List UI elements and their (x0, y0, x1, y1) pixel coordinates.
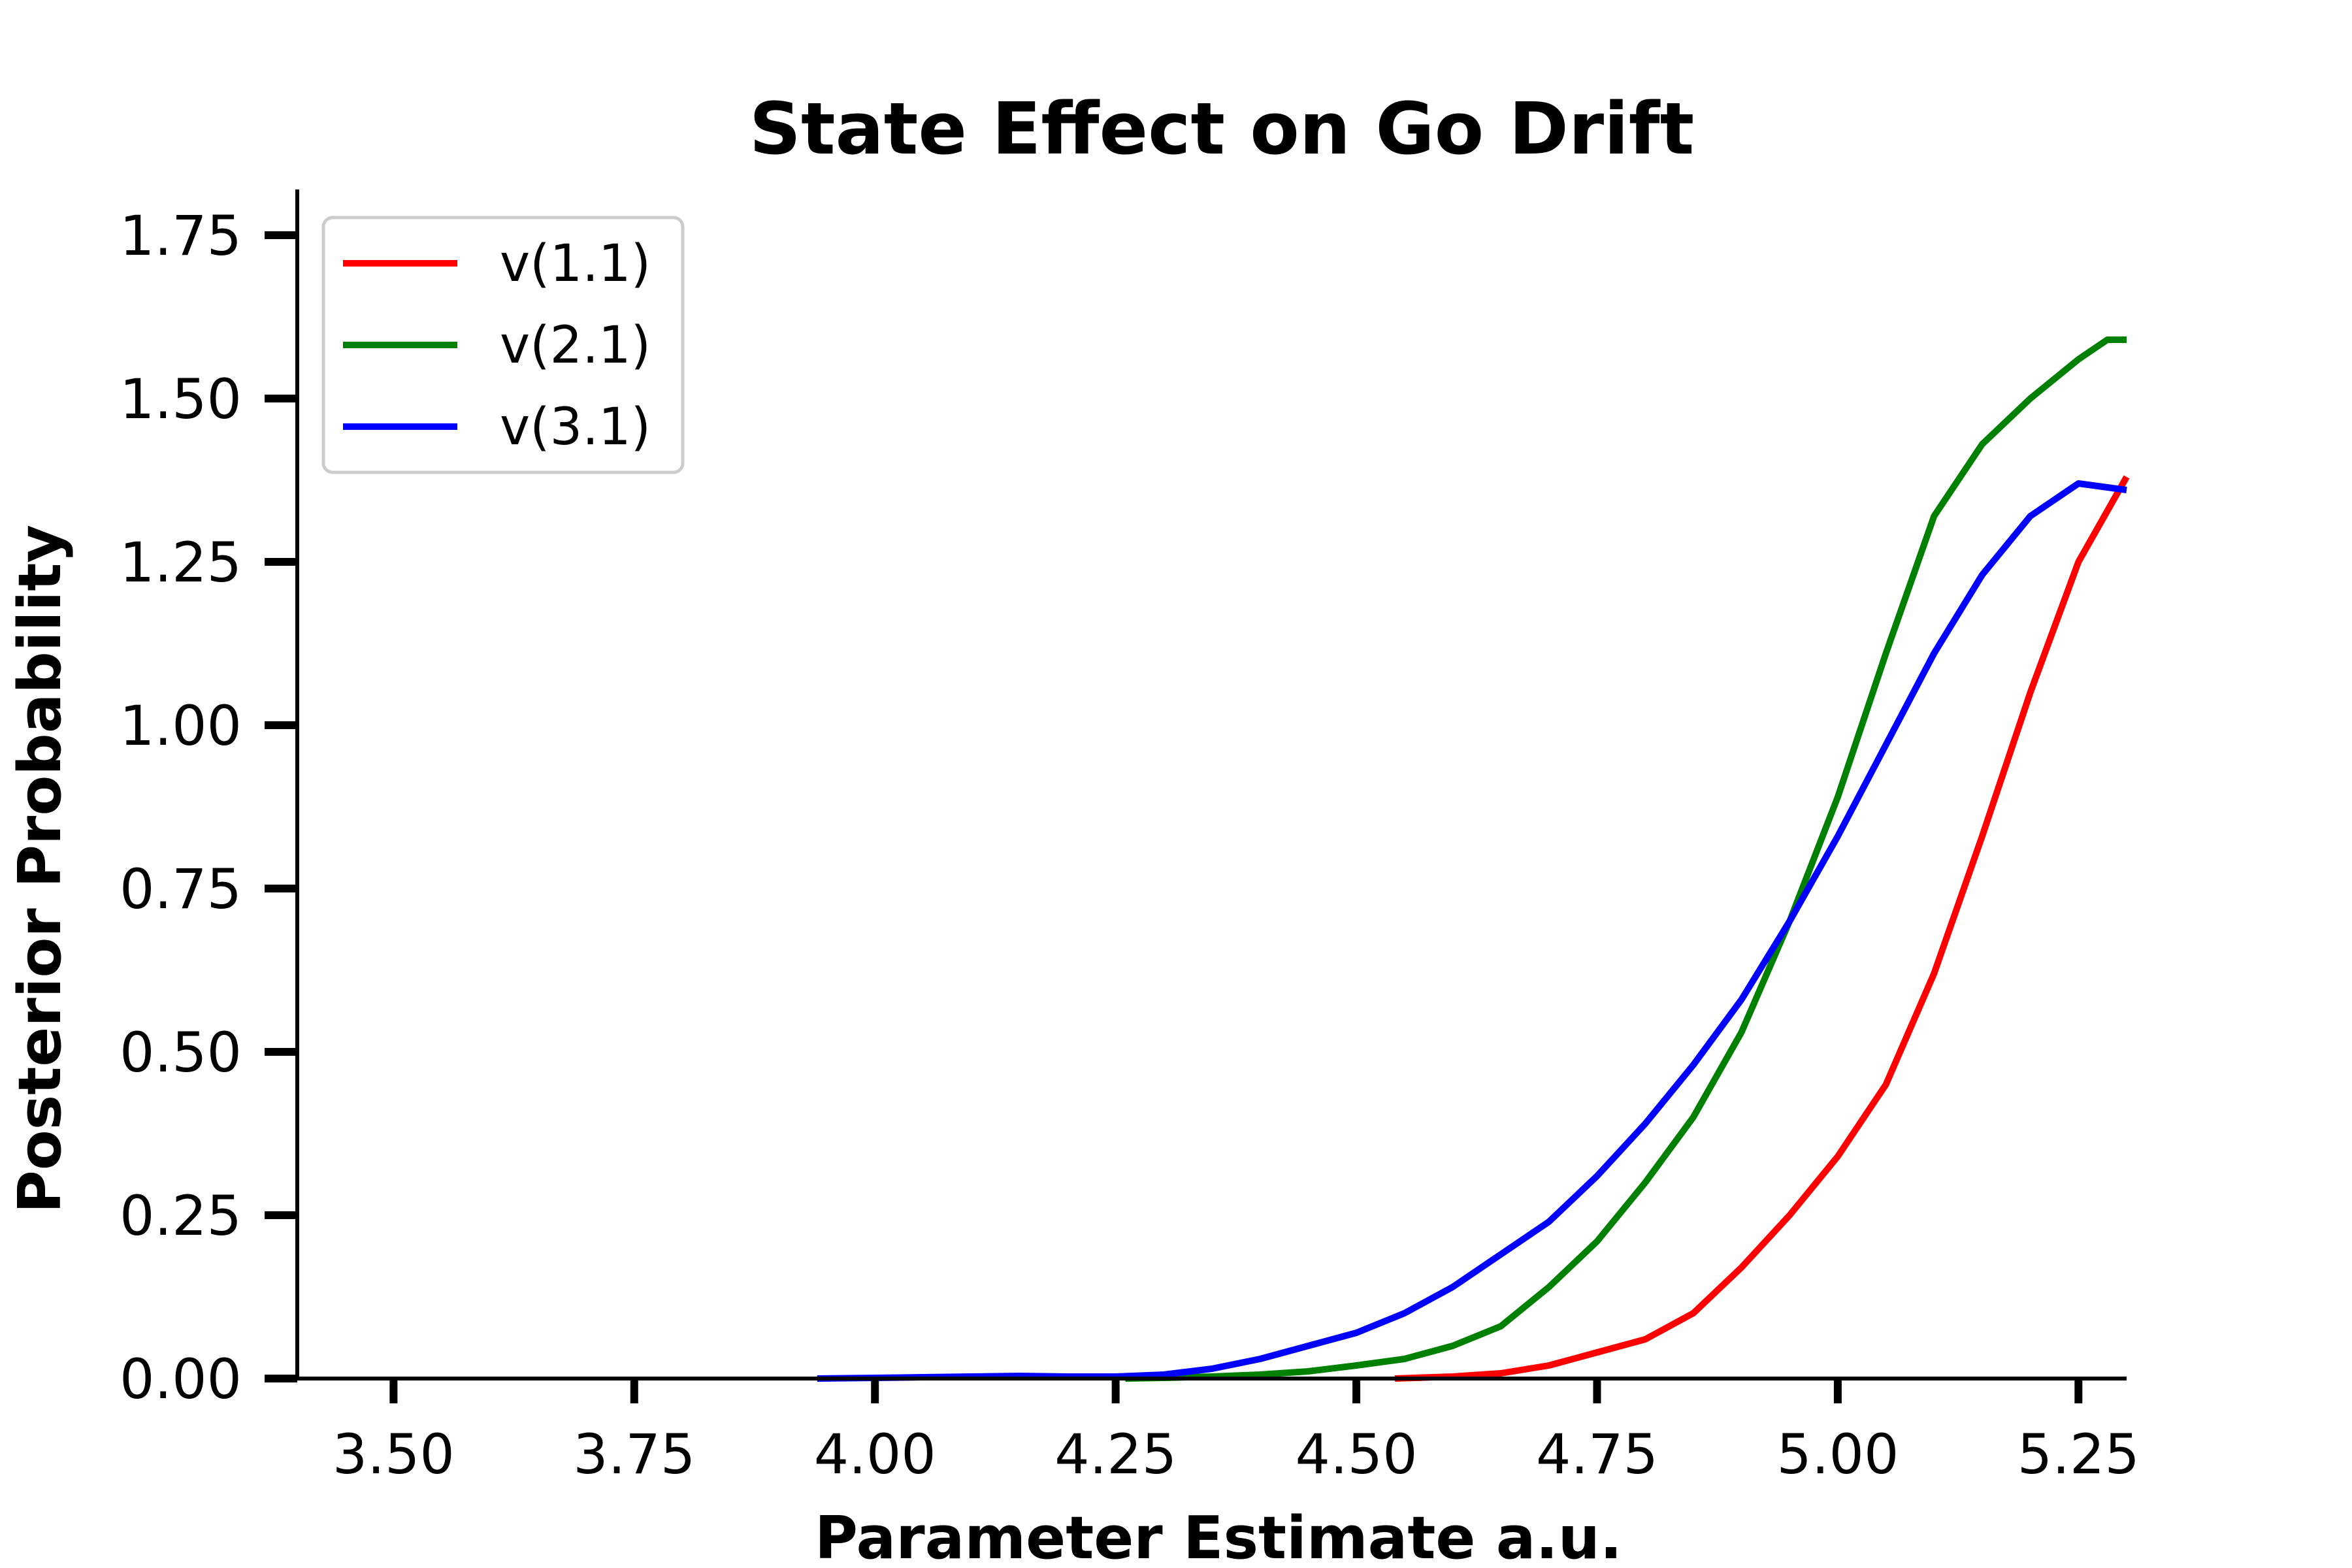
x-tick-label: 4.00 (814, 1422, 936, 1486)
axes: 3.50 3.75 4.00 4.25 4.50 4.75 5.00 5.25 0.00 0.25… (120, 189, 2140, 1486)
x-tick-label: 5.00 (1776, 1422, 1899, 1486)
legend-label: v(2.1) (500, 316, 651, 375)
x-tick-label: 3.75 (573, 1422, 695, 1486)
y-tick-label: 1.75 (120, 204, 242, 268)
x-tick-label: 4.50 (1296, 1422, 1418, 1486)
legend: v(1.1) v(2.1) v(3.1) (321, 216, 685, 474)
series-line-1 (1394, 475, 2130, 1382)
legend-label: v(1.1) (500, 235, 651, 293)
plot-area (817, 336, 2130, 1382)
x-tick-label: 4.25 (1054, 1422, 1177, 1486)
x-axis-label: Parameter Estimate a.u. (815, 1504, 1622, 1568)
chart-title: State Effect on Go Drift (749, 87, 1695, 171)
y-tick-label: 0.25 (120, 1184, 242, 1248)
legend-label: v(3.1) (500, 398, 651, 457)
x-tick-label: 3.50 (333, 1422, 455, 1486)
x-tick-label: 4.75 (1536, 1422, 1658, 1486)
series-line-3 (817, 480, 2127, 1382)
y-axis-label: Posterior Probability (6, 525, 74, 1213)
series-line-2 (1125, 336, 2127, 1382)
y-tick-label: 1.50 (120, 367, 242, 431)
y-tick-label: 0.50 (120, 1021, 242, 1085)
y-tick-label: 1.25 (120, 531, 242, 595)
y-tick-label: 0.00 (120, 1347, 242, 1411)
y-tick-label: 0.75 (120, 857, 242, 921)
legend-box (321, 216, 685, 474)
x-tick-label: 5.25 (2017, 1422, 2140, 1486)
y-tick-label: 1.00 (120, 694, 242, 758)
